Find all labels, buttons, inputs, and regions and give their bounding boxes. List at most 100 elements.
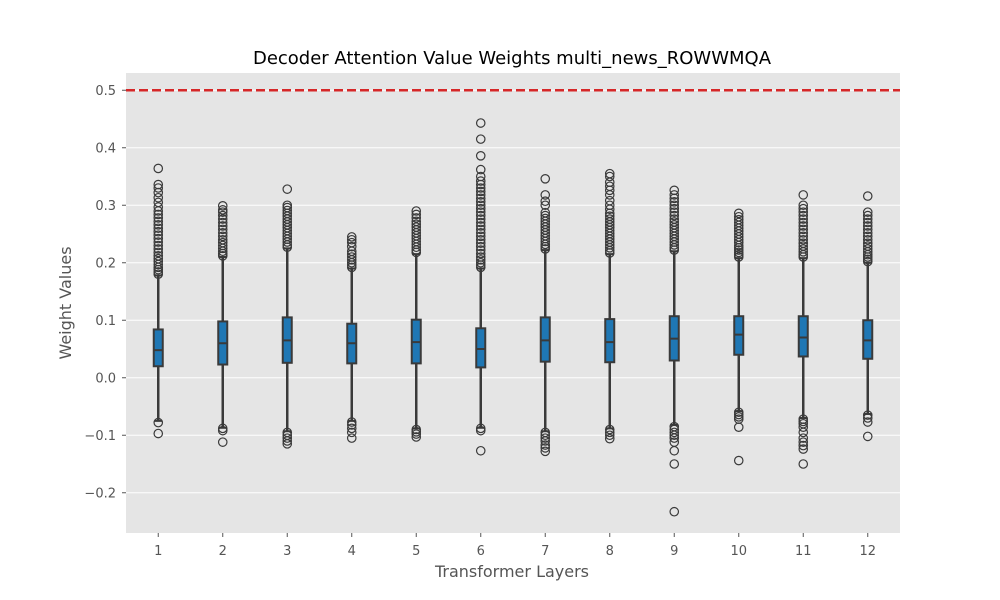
outlier-point <box>153 240 164 251</box>
outlier-point <box>604 424 615 435</box>
outlier-point <box>153 163 164 174</box>
outlier-point <box>604 430 615 441</box>
outlier-point <box>475 228 486 238</box>
y-tick-label: 0.5 <box>95 84 116 99</box>
outlier-point <box>153 256 164 267</box>
outlier-point <box>153 197 164 208</box>
outlier-point <box>217 205 228 215</box>
outlier-point <box>217 231 228 242</box>
outlier-point <box>669 203 680 214</box>
outlier-point <box>475 245 486 255</box>
outlier-point <box>798 444 809 454</box>
outlier-point <box>733 455 744 466</box>
outlier-point <box>862 224 873 235</box>
outlier-point <box>798 433 809 443</box>
outlier-point <box>862 431 873 442</box>
outlier-point <box>282 439 293 449</box>
outlier-point <box>153 209 164 220</box>
outlier-point <box>604 200 615 211</box>
outlier-point <box>604 427 615 438</box>
outlier-point <box>282 433 293 443</box>
outlier-point <box>475 248 486 259</box>
outlier-point <box>798 422 809 432</box>
outlier-point <box>475 151 486 161</box>
outlier-point <box>153 417 164 428</box>
x-tick-label: 1 <box>154 544 162 559</box>
outlier-point <box>475 186 486 197</box>
outlier-point <box>475 231 486 242</box>
outlier-point <box>153 247 164 258</box>
x-tick-label: 5 <box>412 544 420 559</box>
plot-area <box>126 73 900 533</box>
outlier-point <box>798 224 809 235</box>
box-layer-2 <box>217 201 229 447</box>
outlier-point <box>798 234 809 245</box>
outlier-point <box>862 210 873 221</box>
outlier-point <box>669 445 680 456</box>
y-tick-label: 0.1 <box>95 314 116 329</box>
outlier-point <box>733 208 744 219</box>
outlier-point <box>217 237 228 248</box>
outlier-point <box>798 207 809 217</box>
x-tick-label: 2 <box>219 544 227 559</box>
outlier-point <box>153 428 164 439</box>
chart-title: Decoder Attention Value Weights multi_ne… <box>253 48 772 69</box>
outlier-point <box>411 206 422 216</box>
box-layer-4 <box>346 232 358 443</box>
box-layer-1 <box>152 163 164 439</box>
x-tick-label: 12 <box>859 544 876 559</box>
outlier-point <box>604 168 615 179</box>
outlier-point <box>475 252 486 262</box>
x-tick-label: 7 <box>541 544 549 559</box>
outlier-point <box>798 241 809 251</box>
outlier-point <box>346 417 357 427</box>
outlier-point <box>475 134 486 144</box>
outlier-point <box>475 257 486 268</box>
outlier-point <box>475 241 486 252</box>
outlier-point <box>862 410 873 420</box>
outlier-point <box>153 230 164 240</box>
outlier-point <box>669 210 680 221</box>
outlier-point <box>540 440 551 450</box>
outlier-point <box>604 433 615 444</box>
outlier-point <box>540 433 551 443</box>
outlier-point <box>411 219 422 230</box>
x-axis-label: Transformer Layers <box>434 562 589 581</box>
outlier-point <box>540 443 551 453</box>
outlier-point <box>798 440 809 451</box>
outlier-point <box>669 185 680 196</box>
outlier-point <box>217 425 228 436</box>
outlier-point <box>798 214 809 224</box>
outlier-point <box>475 171 486 182</box>
outlier-point <box>798 238 809 248</box>
outlier-point <box>346 249 357 259</box>
outlier-point <box>669 220 680 230</box>
outlier-point <box>153 202 164 212</box>
outlier-point <box>346 427 357 438</box>
outlier-point <box>217 221 228 231</box>
outlier-point <box>604 214 615 224</box>
outlier-point <box>411 429 422 439</box>
outlier-point <box>217 224 228 235</box>
outlier-point <box>540 436 551 446</box>
outlier-point <box>346 232 357 242</box>
outlier-point <box>411 209 422 220</box>
grid-lines <box>126 89 900 494</box>
outlier-point <box>346 433 357 443</box>
outlier-point <box>475 214 486 224</box>
boxes-group <box>152 118 874 517</box>
outlier-point <box>540 207 551 218</box>
y-tick-label: 0.4 <box>95 141 116 156</box>
box-layer-6 <box>475 118 487 456</box>
outlier-point <box>798 200 809 211</box>
outlier-point <box>540 200 551 211</box>
outlier-point <box>669 217 680 227</box>
outlier-point <box>862 214 873 224</box>
outlier-point <box>798 217 809 228</box>
outlier-point <box>798 427 809 438</box>
outlier-point <box>540 174 551 184</box>
outlier-point <box>153 223 164 234</box>
box-layer-11 <box>797 190 809 469</box>
outlier-point <box>862 217 873 228</box>
outlier-point <box>475 234 486 245</box>
